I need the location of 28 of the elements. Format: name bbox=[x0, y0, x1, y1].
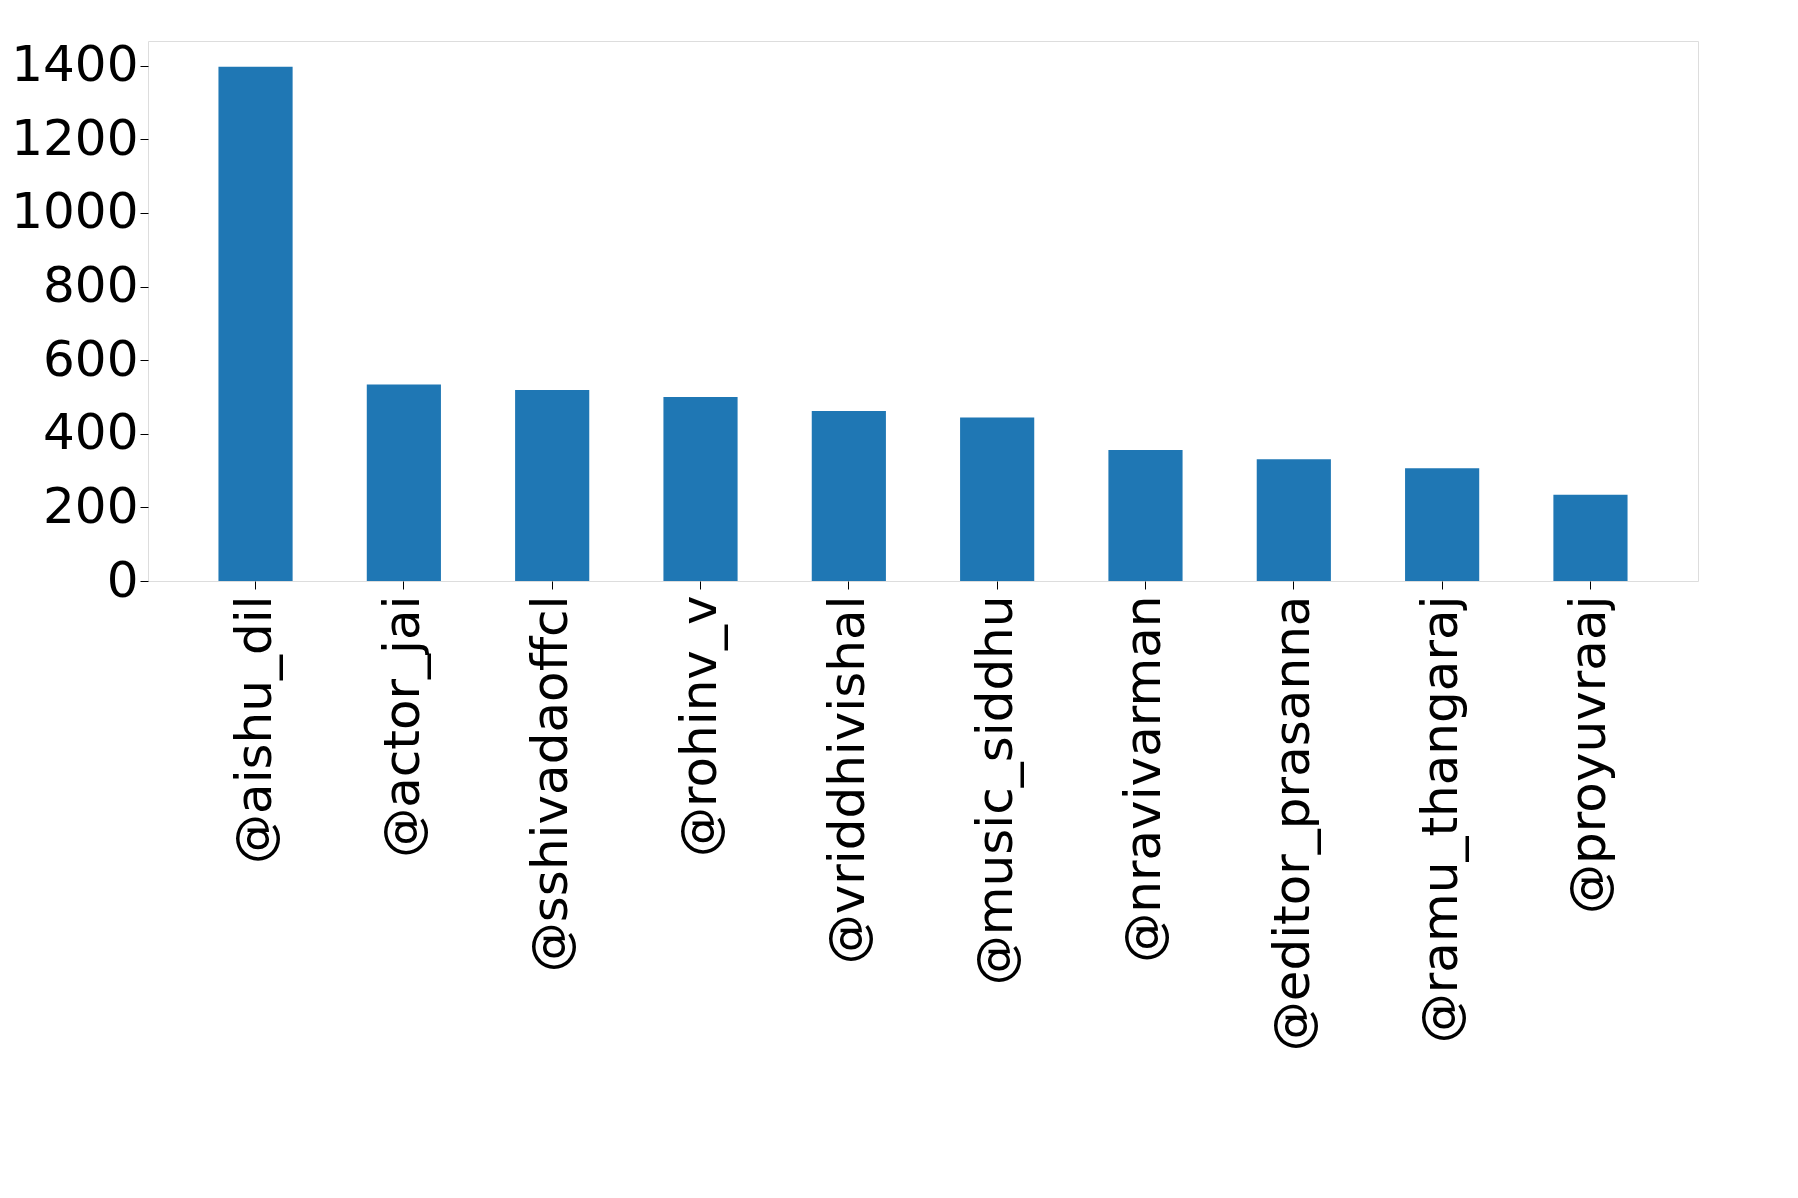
x-tick-label: @actor_jai bbox=[372, 595, 431, 858]
bar bbox=[1256, 459, 1331, 581]
x-tick-label: @proyuvraaj bbox=[1559, 595, 1618, 914]
bar bbox=[960, 417, 1035, 581]
y-tick-label: 1200 bbox=[11, 108, 139, 167]
y-tick-label: 1000 bbox=[11, 182, 139, 241]
x-tick-label: @editor_prasanna bbox=[1262, 595, 1321, 1052]
bar bbox=[1405, 468, 1480, 581]
bar bbox=[515, 389, 590, 581]
bar bbox=[811, 410, 886, 581]
y-tick-label: 200 bbox=[43, 476, 139, 535]
bar bbox=[1553, 494, 1628, 581]
bar bbox=[366, 384, 441, 581]
x-tick-label: @music_siddhu bbox=[966, 595, 1025, 986]
bar bbox=[218, 66, 293, 581]
x-tick-label: @nravivarman bbox=[1114, 595, 1173, 963]
y-tick-label: 600 bbox=[43, 329, 139, 388]
bar bbox=[1108, 449, 1183, 581]
bar bbox=[663, 396, 738, 581]
x-tick-label: @vriddhivishal bbox=[817, 595, 876, 965]
x-tick-label: @sshivadaoffcl bbox=[521, 595, 580, 973]
x-tick-label: @ramu_thangaraj bbox=[1411, 595, 1470, 1044]
y-tick-label: 1400 bbox=[11, 35, 139, 94]
x-tick-label: @aishu_dil bbox=[224, 595, 283, 864]
y-tick-label: 0 bbox=[106, 550, 139, 609]
x-tick-label: @rohinv_v bbox=[669, 595, 728, 857]
y-tick-label: 400 bbox=[43, 403, 139, 462]
y-tick-label: 800 bbox=[43, 256, 139, 315]
